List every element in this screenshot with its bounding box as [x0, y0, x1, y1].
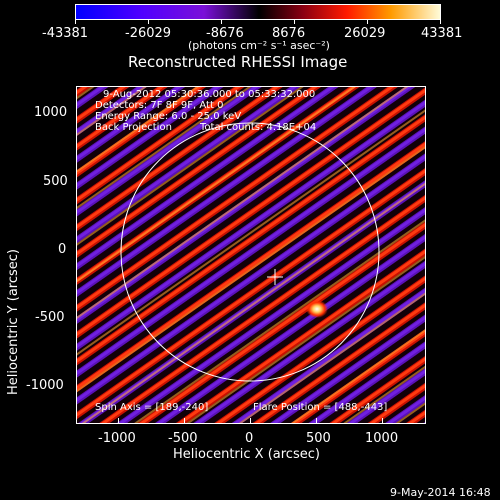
flare-position-label: Flare Position = [488,-443] [253, 402, 388, 413]
x-axis-ticks [76, 418, 426, 430]
detectors-info: Detectors: 7F 8F 9F, Att 0 [95, 100, 224, 111]
x-axis-title: Heliocentric X (arcsec) [173, 447, 320, 462]
y-tick-label: 1000 [34, 105, 68, 120]
x-tick-label: -1000 [98, 431, 136, 446]
y-tick-label: 0 [58, 242, 67, 257]
timestamp: 9-May-2014 16:48 [390, 486, 491, 499]
x-tick-label: 500 [306, 431, 331, 446]
x-tick-label: 0 [245, 431, 254, 446]
colorbar [75, 4, 441, 20]
colorbar-tick-label: 43381 [421, 26, 463, 41]
colorbar-tick-label: -8676 [206, 26, 244, 41]
y-axis-title: Heliocentric Y (arcsec) [6, 249, 21, 395]
spin-axis-label: Spin Axis = [189,-240] [95, 402, 209, 413]
colorbar-tick-label: -43381 [42, 26, 89, 41]
colorbar-units: (photons cm⁻² s⁻¹ asec⁻²) [188, 39, 330, 52]
flare-source [306, 300, 328, 318]
image-panel [76, 86, 426, 424]
solar-limb-circle [120, 122, 380, 382]
method-info: Back Projection [95, 122, 172, 133]
y-tick-label: -500 [35, 310, 65, 325]
plot-title: Reconstructed RHESSI Image [128, 53, 348, 71]
colorbar-ticks [75, 20, 441, 24]
total-counts: Total counts: 4.18E+04 [200, 122, 317, 133]
x-tick-label: 1000 [365, 431, 399, 446]
time-range: 9-Aug-2012 05:30:36.000 to 05:33:32.000 [103, 89, 316, 100]
reconstructed-image [77, 87, 425, 423]
spin-axis-marker [267, 269, 283, 285]
colorbar-tick-label: 8676 [272, 26, 306, 41]
x-tick-label: -500 [168, 431, 198, 446]
y-tick-label: -1000 [26, 378, 64, 393]
energy-range: Energy Range: 6.0 - 25.0 keV [95, 111, 242, 122]
colorbar-tick-label: 26029 [344, 26, 386, 41]
colorbar-tick-label: -26029 [125, 26, 172, 41]
y-tick-label: 500 [43, 174, 68, 189]
